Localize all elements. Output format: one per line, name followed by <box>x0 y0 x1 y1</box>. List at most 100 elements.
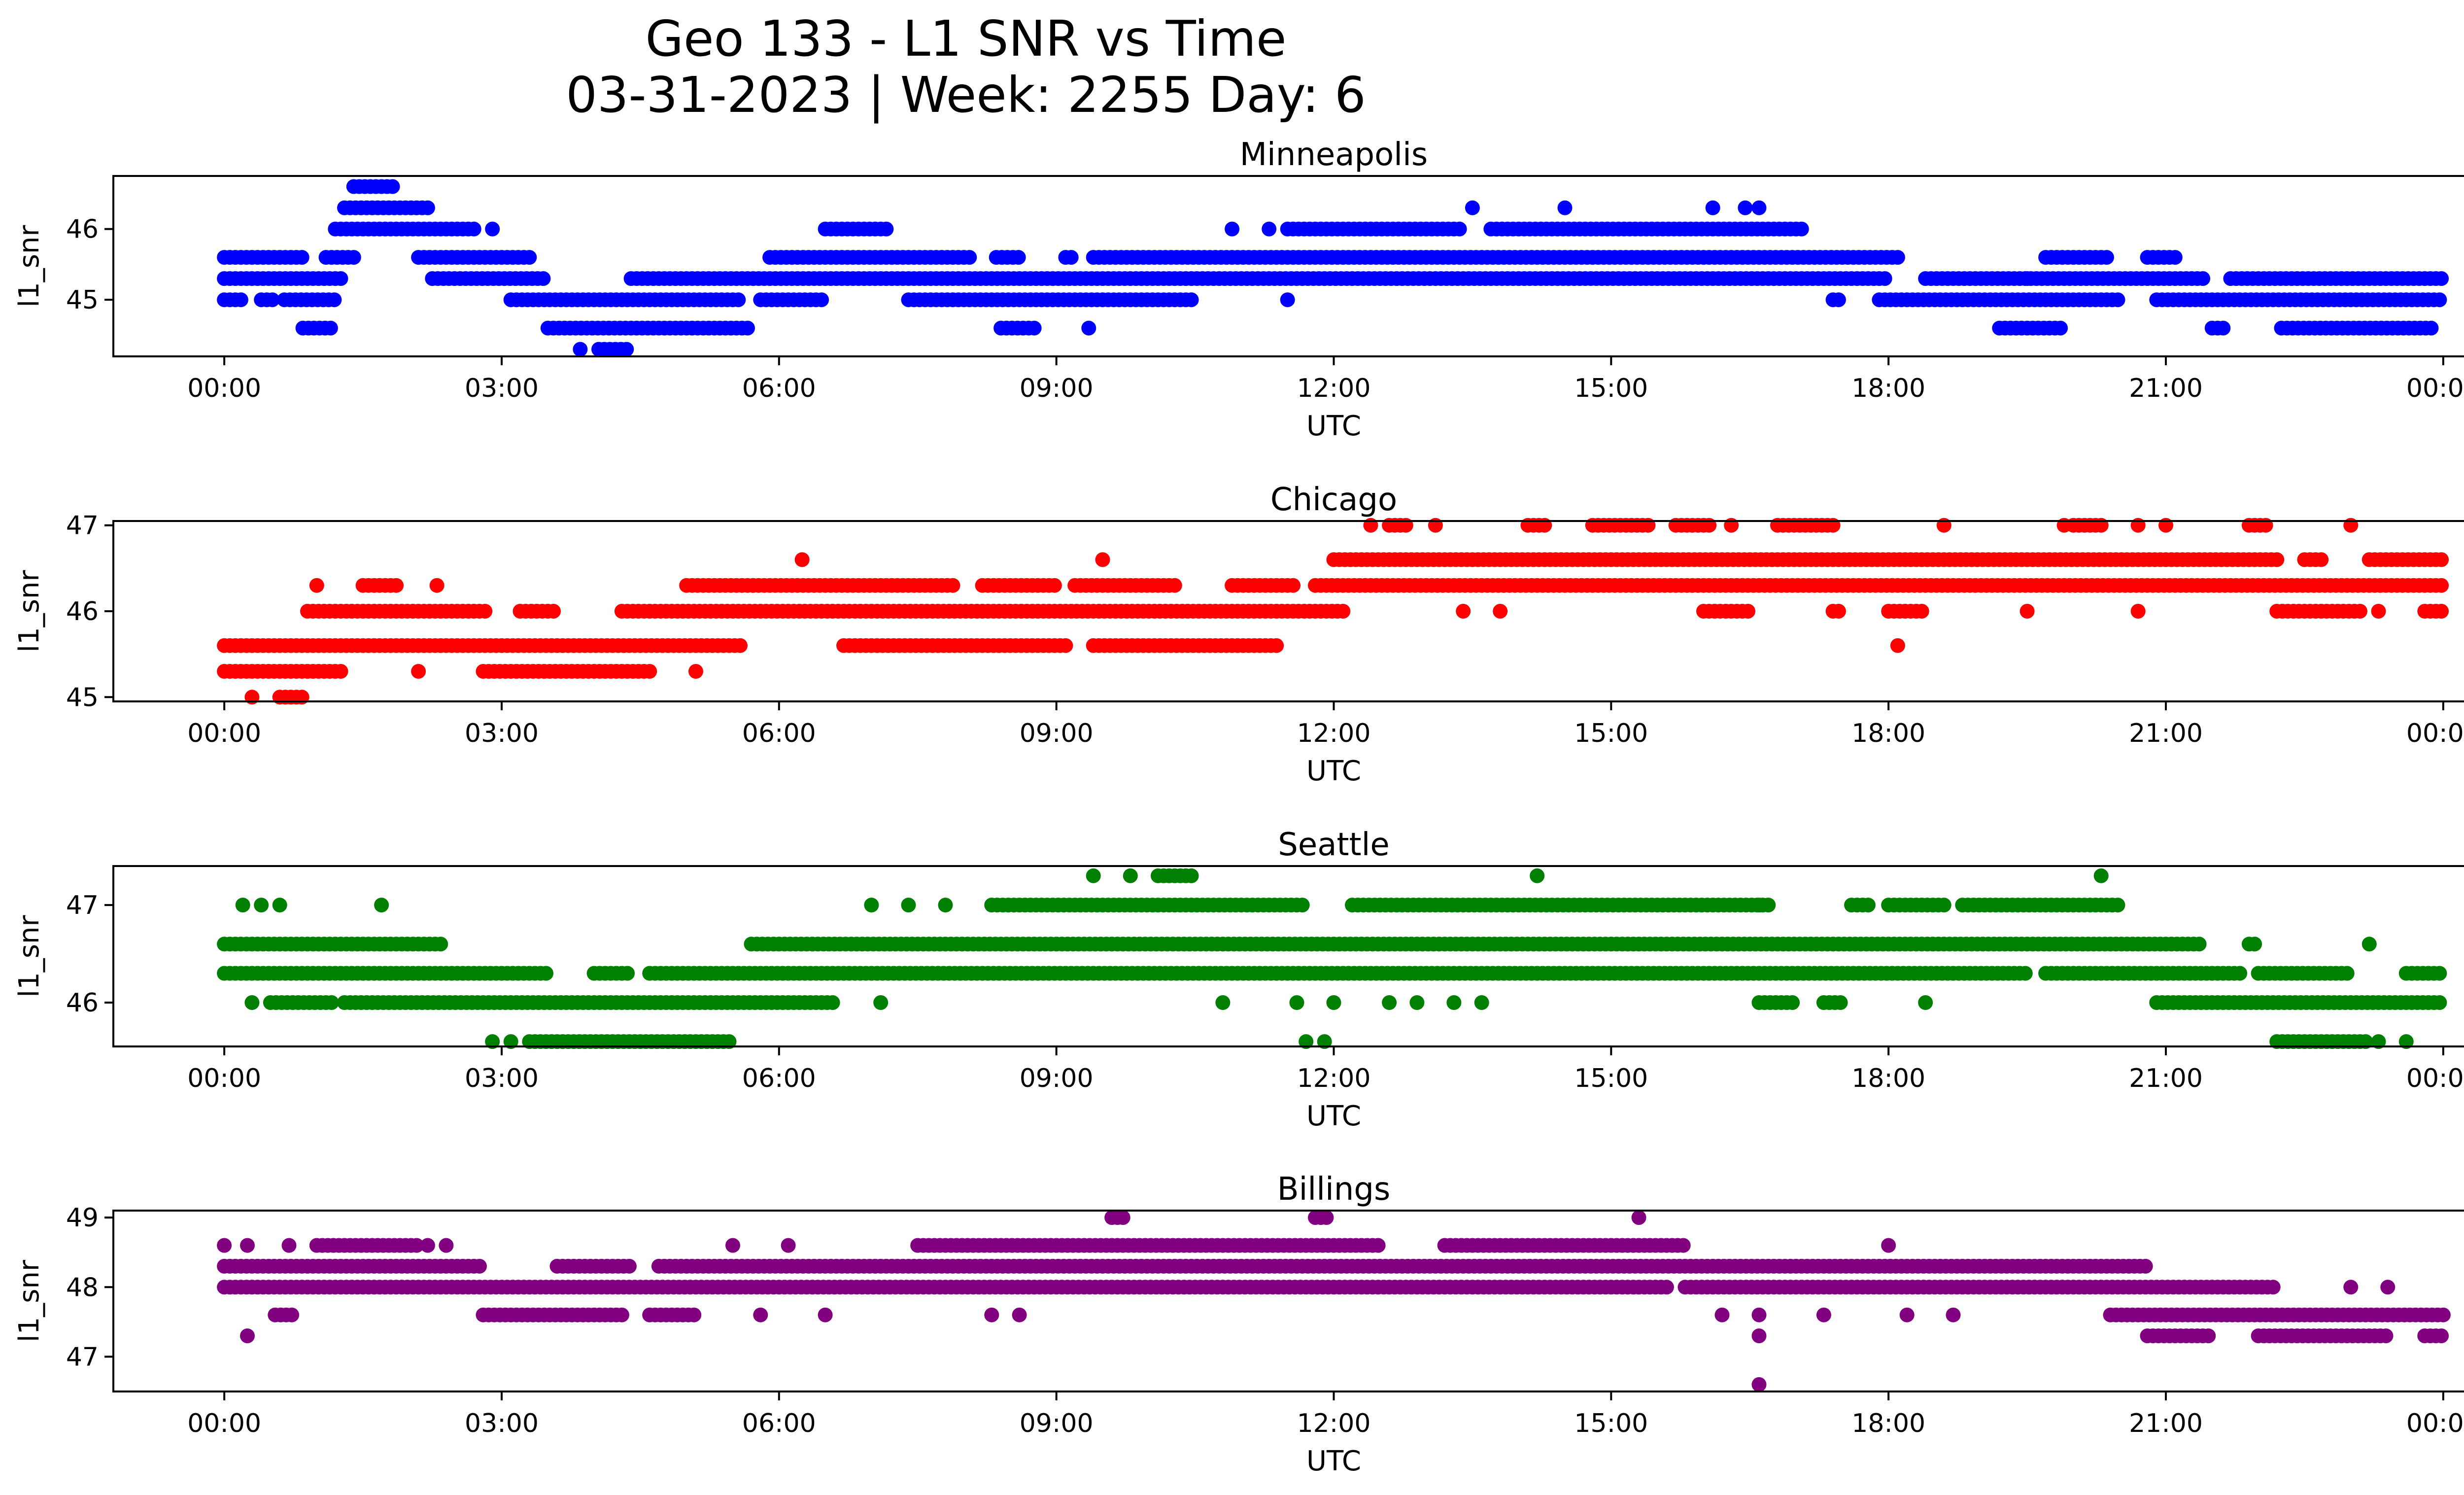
scatter-points <box>217 518 2449 705</box>
data-point <box>962 250 977 265</box>
data-point <box>1914 604 1929 619</box>
data-point <box>539 966 553 981</box>
data-point <box>1557 200 1573 215</box>
x-tick-label: 09:00 <box>1020 719 1094 748</box>
data-point <box>620 966 635 981</box>
data-point <box>1456 604 1471 619</box>
y-axis-label: l1_snr <box>13 1259 45 1342</box>
data-point <box>323 320 338 336</box>
data-point <box>2201 1328 2216 1344</box>
x-axis-label: UTC <box>1306 1445 1361 1477</box>
panel-title: Billings <box>1277 1171 1391 1208</box>
data-point <box>1027 320 1042 336</box>
data-point <box>1335 604 1351 619</box>
data-point <box>1262 221 1277 237</box>
data-point <box>536 271 551 286</box>
data-point <box>864 898 879 913</box>
x-tick-label: 21:00 <box>2129 374 2203 403</box>
data-point <box>1705 200 1720 215</box>
data-point <box>2138 1258 2153 1274</box>
data-point <box>324 995 339 1010</box>
data-point <box>1890 250 1905 265</box>
data-point <box>1319 1210 1334 1225</box>
data-point <box>938 898 953 913</box>
x-tick-label: 00:00 <box>2406 1409 2464 1438</box>
data-point <box>233 292 248 308</box>
data-point <box>740 320 755 336</box>
data-point <box>433 937 448 952</box>
data-point <box>522 250 537 265</box>
data-point <box>2434 578 2449 593</box>
data-point <box>1012 1307 1027 1322</box>
y-axis-label: l1_snr <box>13 225 45 308</box>
y-tick-label: 48 <box>66 1273 99 1302</box>
data-point <box>284 1307 300 1322</box>
data-point <box>2167 250 2183 265</box>
data-point <box>1714 1307 1730 1322</box>
data-point <box>254 898 269 913</box>
data-point <box>1317 1034 1332 1049</box>
data-point <box>1047 578 1062 593</box>
data-point <box>614 1307 629 1322</box>
x-tick-label: 15:00 <box>1574 1409 1648 1438</box>
data-point <box>1295 898 1310 913</box>
data-point <box>485 221 500 237</box>
axis-ticks: 00:00 03:00 06:00 09:00 12:00 15:00 18:00 21:00… <box>66 891 2464 1093</box>
data-point <box>2216 320 2231 336</box>
data-point <box>1631 1210 1646 1225</box>
data-point <box>327 292 342 308</box>
x-axis-label: UTC <box>1306 410 1361 442</box>
data-point <box>2339 966 2355 981</box>
data-point <box>472 1258 487 1274</box>
x-tick-label: 12:00 <box>1297 1409 1371 1438</box>
data-point <box>2265 1280 2281 1295</box>
x-tick-label: 21:00 <box>2129 1064 2203 1093</box>
y-tick-label: 47 <box>66 511 99 541</box>
y-tick-label: 46 <box>66 597 99 626</box>
x-tick-label: 12:00 <box>1297 719 1371 748</box>
data-point <box>1382 995 1397 1010</box>
data-point <box>2110 898 2125 913</box>
data-point <box>411 664 426 679</box>
data-point <box>2232 966 2248 981</box>
data-point <box>619 342 634 357</box>
y-axis-label: l1_snr <box>13 570 45 653</box>
data-point <box>1751 1307 1767 1322</box>
x-tick-label: 06:00 <box>742 374 816 403</box>
data-point <box>244 995 260 1010</box>
data-point <box>2314 552 2329 567</box>
data-point <box>2380 1280 2396 1295</box>
data-point <box>309 578 324 593</box>
data-point <box>2435 1307 2451 1322</box>
x-tick-label: 21:00 <box>2129 1409 2203 1438</box>
y-axis-label: l1_snr <box>13 915 45 998</box>
x-tick-label: 00:00 <box>2406 719 2464 748</box>
data-point <box>945 578 960 593</box>
data-point <box>240 1238 255 1253</box>
data-point <box>1370 1238 1386 1253</box>
data-point <box>2378 1328 2394 1344</box>
data-point <box>1452 221 1467 237</box>
data-point <box>1326 995 1341 1010</box>
y-tick-label: 49 <box>66 1203 99 1233</box>
data-point <box>333 664 348 679</box>
data-point <box>485 1034 500 1049</box>
data-point <box>1741 604 1755 619</box>
data-point <box>1946 1307 1961 1322</box>
data-point <box>2361 937 2377 952</box>
x-tick-label: 21:00 <box>2129 719 2203 748</box>
data-point <box>1081 320 1096 336</box>
data-point <box>2398 1034 2414 1049</box>
data-point <box>901 898 916 913</box>
data-point <box>1936 898 1951 913</box>
x-axis-label: UTC <box>1306 755 1361 787</box>
data-point <box>2353 604 2367 619</box>
data-point <box>2343 1280 2359 1295</box>
data-point <box>374 898 389 913</box>
x-tick-label: 12:00 <box>1297 1064 1371 1093</box>
data-point <box>1751 1377 1767 1392</box>
x-axis-label: UTC <box>1306 1100 1361 1132</box>
data-point <box>879 221 894 237</box>
data-point <box>1860 898 1876 913</box>
